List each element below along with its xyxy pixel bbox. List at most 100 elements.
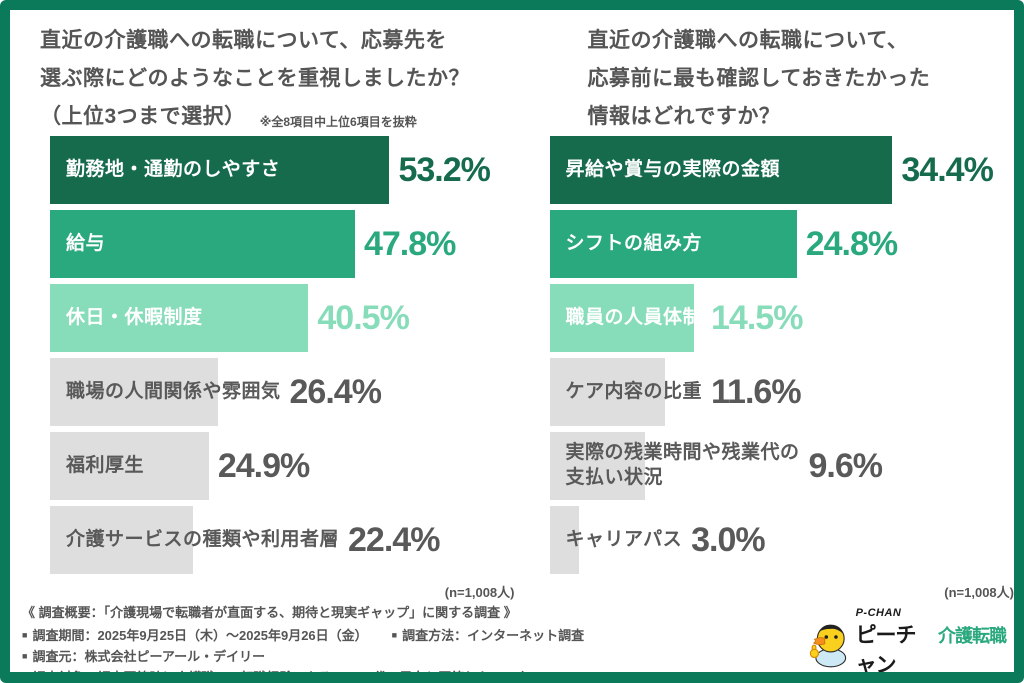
bar-row: 介護サービスの種類や利用者層 22.4% — [50, 506, 515, 574]
chart-title-text: （上位3つまで選択） — [40, 105, 246, 128]
bullet-square-icon: ■ — [22, 630, 28, 640]
survey-detail-line: ■ 調査期間：2025年9月25日（木）〜2025年9月26日（金） ■ 調査方法：イ… — [22, 625, 804, 667]
chart-title-line: 選ぶ際にどのようなことを重視しましたか？ — [40, 58, 515, 96]
bar-label: 介護サービスの種類や利用者層 — [66, 528, 340, 550]
bar-row: 実際の残業時間や残業代の 支払い状況 9.6% — [549, 432, 1015, 500]
chart-title-line: 直近の介護職への転職について、 — [588, 20, 1015, 58]
bar-row: 給与 47.8% — [50, 210, 515, 278]
bar-label-wrap: ケア内容の比重 — [550, 380, 703, 405]
bar-label-wrap: 実際の残業時間や残業代の 支払い状況 — [550, 441, 800, 490]
bar-value: 47.8% — [363, 224, 456, 263]
survey-detail-text: 調査方法：インターネット調査 — [402, 628, 585, 643]
bar-value: 40.5% — [317, 298, 409, 337]
bar-label: 昇給や賞与の実際の金額 — [565, 158, 781, 180]
chart-title-text: 情報はどれですか？ — [587, 105, 781, 128]
bar-label-wrap: キャリアパス — [550, 528, 683, 553]
bar-label: 勤務地・通勤のしやすさ — [66, 158, 281, 180]
chart-right-bar-list: 昇給や賞与の実際の金額 34.4% シフトの組み方 24.8% 職員の人員体制 14.5%… — [549, 136, 1015, 580]
bar-label-wrap: 職場の人間関係や雰囲気 — [50, 380, 281, 405]
bar-value: 9.6% — [808, 446, 883, 485]
bar-label: 福利厚生 — [66, 454, 145, 476]
footer: 《 調査概要：「介護現場で転職者が直面する、期待と現実ギャップ」に関する調査 》… — [10, 601, 1014, 672]
chart-right: 直近の介護職への転職について、 応募前に最も確認しておきたかった 情報はどれですか？… — [549, 20, 1015, 601]
bar-row: キャリアパス 3.0% — [549, 506, 1015, 574]
bar — [50, 506, 193, 574]
bar — [50, 210, 355, 278]
survey-detail-text: 調査元：株式会社ピーアール・デイリー — [32, 649, 266, 664]
chart-left-title: 直近の介護職への転職について、応募先を選ぶ際にどのようなことを重視しましたか？ （… — [40, 20, 515, 134]
bar-row: 昇給や賞与の実際の金額 34.4% — [549, 136, 1015, 204]
chart-note: ※全8項目中上位6項目を抜粋 — [259, 115, 417, 129]
bar-value: 14.5% — [711, 298, 803, 337]
content-area: 直近の介護職への転職について、応募先を選ぶ際にどのようなことを重視しましたか？ （… — [10, 10, 1014, 672]
chart-left: 直近の介護職への転職について、応募先を選ぶ際にどのようなことを重視しましたか？ （… — [40, 20, 515, 601]
bar-label-wrap: 休日・休暇制度 — [50, 306, 308, 331]
chart-right-sample-size: (n=1,008人) — [944, 585, 1014, 600]
bar-value: 53.2% — [398, 150, 490, 189]
survey-detail-item: ■ 調査対象：調査回答時に介護職への転職経験のある20〜60代の男女と回答したモニ… — [22, 670, 542, 672]
chart-title-line: 応募前に最も確認しておきたかった — [588, 58, 1015, 96]
bar-value: 11.6% — [711, 372, 802, 411]
survey-detail-lines: ■ 調査期間：2025年9月25日（木）〜2025年9月26日（金） ■ 調査方法：イ… — [22, 625, 804, 672]
logo-main-row: ピーチャン 介護転職 — [855, 619, 1007, 672]
bar — [50, 432, 209, 500]
bar-value: 22.4% — [348, 520, 440, 559]
bar-row: 休日・休暇制度 40.5% — [50, 284, 515, 352]
bar-row: 職場の人間関係や雰囲気 26.4% — [50, 358, 515, 426]
chart-title-text: 応募前に最も確認しておきたかった — [587, 67, 931, 90]
bar-value: 26.4% — [289, 372, 382, 411]
bar-label: キャリアパス — [565, 528, 683, 550]
survey-detail-item: ■ 調査期間：2025年9月25日（木）〜2025年9月26日（金） — [22, 628, 368, 643]
bar-label: ケア内容の比重 — [565, 380, 703, 402]
charts-row: 直近の介護職への転職について、応募先を選ぶ際にどのようなことを重視しましたか？ （… — [10, 10, 1014, 601]
chart-right-title: 直近の介護職への転職について、 応募前に最も確認しておきたかった 情報はどれですか？ — [588, 20, 1015, 134]
bar-label: 実際の残業時間や残業代の 支払い状況 — [565, 442, 800, 488]
bar-label: 給与 — [66, 232, 106, 254]
survey-overview-title: 《 調査概要：「介護現場で転職者が直面する、期待と現実ギャップ」に関する調査 》 — [22, 605, 517, 620]
bar — [549, 358, 666, 426]
logo-brand-suffix: 介護転職 — [938, 626, 1007, 646]
chart-title-line: 直近の介護職への転職について、応募先を — [40, 20, 515, 58]
bullet-square-icon: ■ — [391, 630, 398, 640]
bar-label-wrap: 勤務地・通勤のしやすさ — [50, 158, 389, 183]
bar-value: 34.4% — [901, 150, 993, 189]
bar-value: 24.8% — [805, 224, 898, 263]
bar — [549, 506, 580, 574]
logo-text: P-CHAN ピーチャン 介護転職 — [855, 607, 1007, 672]
chart-title-text: 直近の介護職への転職について、 — [587, 29, 909, 52]
chart-title-line: （上位3つまで選択） ※全8項目中上位6項目を抜粋 — [40, 96, 515, 134]
bar-label: 職場の人間関係や雰囲気 — [66, 380, 281, 402]
survey-detail-item: ■ 調査元：株式会社ピーアール・デイリー — [22, 649, 265, 664]
bar-label-wrap: 昇給や賞与の実際の金額 — [550, 158, 893, 183]
bullet-square-icon: ■ — [22, 651, 28, 661]
bar-row: 福利厚生 24.9% — [50, 432, 515, 500]
bar-label-wrap: 給与 — [50, 232, 355, 257]
bar — [549, 432, 646, 500]
bar-row: シフトの組み方 24.8% — [549, 210, 1015, 278]
bar-label-wrap: シフトの組み方 — [550, 232, 797, 257]
logo-brand-main: ピーチャン — [855, 624, 917, 672]
bar-label-wrap: 介護サービスの種類や利用者層 — [50, 528, 339, 553]
bar — [549, 284, 695, 352]
survey-overview: 《 調査概要：「介護現場で転職者が直面する、期待と現実ギャップ」に関する調査 》… — [22, 604, 804, 672]
survey-detail-text: 調査対象：調査回答時に介護職への転職経験のある20〜60代の男女と回答したモニタ… — [32, 670, 542, 672]
survey-detail-item: ■ 調査方法：インターネット調査 — [392, 628, 584, 643]
bar-label: 職員の人員体制 — [565, 306, 703, 328]
bar-label: 休日・休暇制度 — [66, 306, 203, 328]
bar — [549, 136, 893, 204]
bar-label-wrap: 職員の人員体制 — [550, 306, 703, 331]
bar — [50, 136, 390, 204]
chart-left-bar-list: 勤務地・通勤のしやすさ 53.2% 給与 47.8% 休日・休暇制度 40.5% 職場の人間… — [50, 136, 515, 580]
bar-row: 勤務地・通勤のしやすさ 53.2% — [50, 136, 515, 204]
chart-title-line: 情報はどれですか？ — [588, 96, 1015, 134]
bar — [549, 210, 797, 278]
duck-mascot-icon — [809, 624, 847, 668]
bar-value: 3.0% — [691, 520, 765, 559]
bar-row: ケア内容の比重 11.6% — [549, 358, 1015, 426]
bar — [50, 284, 309, 352]
bar-value: 24.9% — [217, 446, 310, 485]
survey-detail-line: ■ 調査対象：調査回答時に介護職への転職経験のある20〜60代の男女と回答したモニ… — [22, 667, 804, 672]
chart-title-text: 選ぶ際にどのようなことを重視しましたか？ — [40, 67, 470, 90]
bar-label-wrap: 福利厚生 — [50, 454, 209, 479]
